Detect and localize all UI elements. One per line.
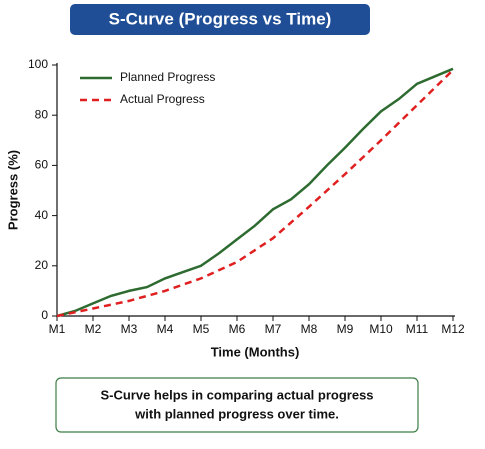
x-tick-label: M7 xyxy=(265,322,282,336)
x-tick-label: M2 xyxy=(85,322,102,336)
y-tick-label: 20 xyxy=(35,258,49,272)
x-tick-label: M8 xyxy=(301,322,318,336)
x-axis-label: Time (Months) xyxy=(211,344,300,359)
series-line xyxy=(56,67,454,318)
title-box xyxy=(70,4,370,35)
legend-label: Planned Progress xyxy=(120,70,215,84)
legend-label: Actual Progress xyxy=(120,92,205,106)
x-tick-label: M9 xyxy=(337,322,354,336)
x-tick-label: M10 xyxy=(369,322,393,336)
x-tick-label: M4 xyxy=(157,322,174,336)
x-tick-label: M6 xyxy=(229,322,246,336)
footnote-line: S-Curve helps in comparing actual progre… xyxy=(100,387,373,402)
y-tick-label: 0 xyxy=(41,308,48,322)
y-tick-label: 100 xyxy=(28,57,48,71)
x-tick-label: M5 xyxy=(193,322,210,336)
x-tick-label: M1 xyxy=(49,322,66,336)
footnote-box xyxy=(55,377,419,433)
y-tick-label: 40 xyxy=(35,208,49,222)
y-tick-label: 60 xyxy=(35,158,49,172)
series-line xyxy=(56,69,454,318)
x-tick-label: M11 xyxy=(406,322,429,336)
chart-title: S-Curve (Progress vs Time) xyxy=(109,9,332,28)
x-tick-label: M12 xyxy=(441,322,465,336)
x-tick-label: M3 xyxy=(121,322,138,336)
y-tick-label: 80 xyxy=(35,107,49,121)
footnote-line: with planned progress over time. xyxy=(134,406,339,421)
y-axis-label: Progress (%) xyxy=(5,150,20,230)
